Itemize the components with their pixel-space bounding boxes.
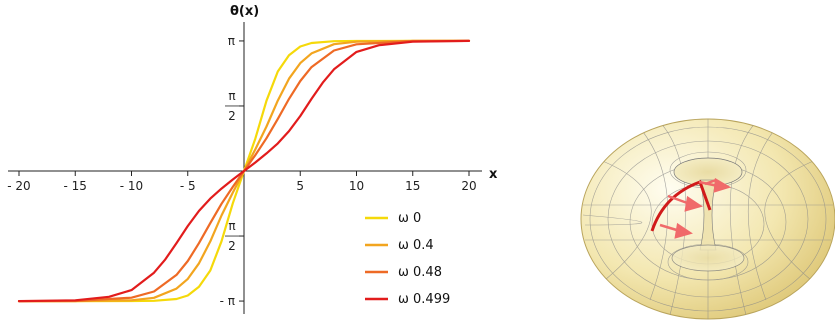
legend-label-3: ω 0.499: [398, 292, 450, 307]
y-tick-denominator: 2: [228, 109, 236, 123]
legend: ω 0 ω 0.4 ω 0.48 ω 0.499: [365, 211, 450, 307]
ticks: - 20 - 15 - 10 - 5 5 10 15 20 π π 2 π 2 - π: [7, 34, 476, 308]
theta-chart: - 20 - 15 - 10 - 5 5 10 15 20 π π 2 π 2 - π θ(x) x ω …: [7, 4, 498, 314]
x-tick-label: 15: [405, 179, 420, 193]
y-tick-label: π: [228, 34, 235, 48]
legend-label-2: ω 0.48: [398, 265, 442, 280]
y-axis-title: θ(x): [230, 4, 259, 19]
y-tick-numerator: π: [228, 89, 235, 103]
series-layer: [17, 39, 471, 303]
y-tick-denominator: 2: [228, 239, 236, 253]
torus-illustration: [580, 118, 835, 320]
x-tick-label: 20: [461, 179, 476, 193]
series-line-3: [17, 39, 471, 303]
x-tick-label: - 20: [7, 179, 30, 193]
y-tick-numerator: π: [228, 219, 235, 233]
x-tick-label: - 15: [64, 179, 87, 193]
legend-label-0: ω 0: [398, 211, 421, 226]
legend-label-1: ω 0.4: [398, 238, 434, 253]
torus-hole-bottom: [671, 244, 745, 272]
x-tick-label: - 5: [180, 179, 196, 193]
y-tick-label: - π: [220, 294, 235, 308]
x-tick-label: 5: [296, 179, 304, 193]
vector-arrows: [659, 177, 732, 239]
x-tick-label: 10: [349, 179, 364, 193]
x-tick-label: - 10: [120, 179, 143, 193]
x-axis-title: x: [489, 167, 498, 182]
